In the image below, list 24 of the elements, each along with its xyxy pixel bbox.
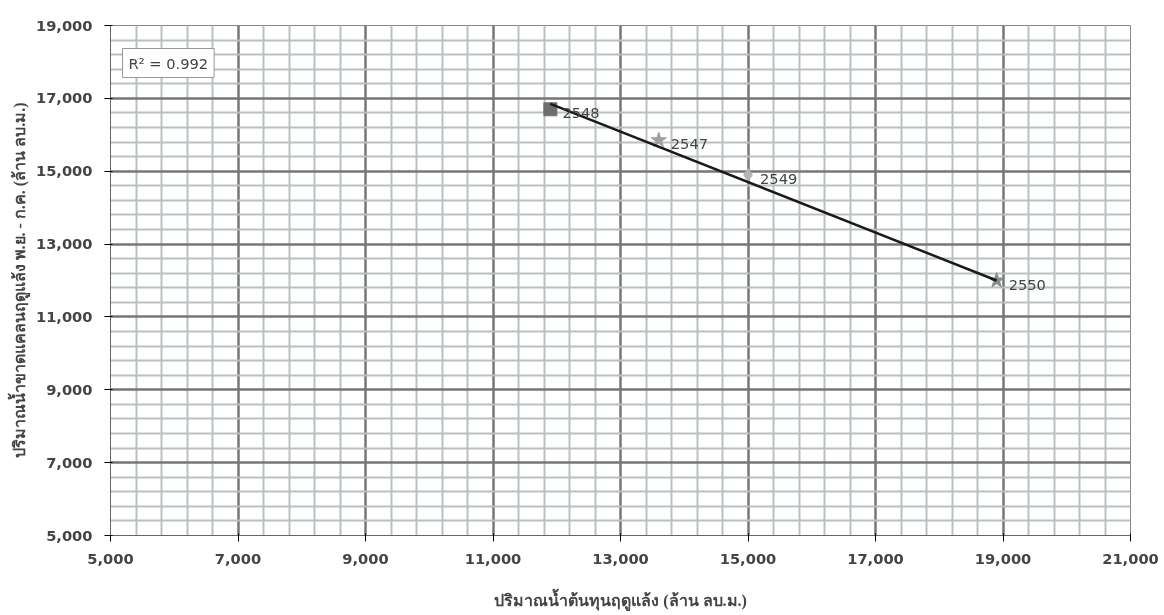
x-tick-label: 9,000 xyxy=(342,549,389,567)
y-tick-label: 19,000 xyxy=(35,16,93,34)
x-tick-label: 13,000 xyxy=(592,549,649,567)
y-tick-label: 5,000 xyxy=(46,526,93,544)
x-tick-label: 7,000 xyxy=(214,549,262,567)
y-tick-label: 17,000 xyxy=(35,89,93,107)
x-tick-label: 5,000 xyxy=(87,549,134,567)
x-axis-title: ปริมาณน้ำต้นทุนฤดูแล้ง (ล้าน ลบ.ม.) xyxy=(494,587,747,612)
series-label: 2549 xyxy=(760,169,798,187)
series-label: 2547 xyxy=(670,135,709,153)
point xyxy=(650,131,667,148)
series-label: 2550 xyxy=(1008,275,1046,293)
y-tick-label: 9,000 xyxy=(46,380,93,398)
annotation: R² = 0.992 xyxy=(128,54,209,72)
y-tick-label: 7,000 xyxy=(46,453,93,471)
x-tick-label: 21,000 xyxy=(1102,549,1159,567)
x-tick-label: 17,000 xyxy=(847,549,904,567)
y-axis-title: ปริมาณน้ำขาดแคลนฤดูแล้ง พ.ย. - ก.ค. (ล้าน ลบ.ม.) xyxy=(6,102,31,459)
x-tick-label: 11,000 xyxy=(464,549,522,567)
y-tick-label: 11,000 xyxy=(35,307,93,325)
y-tick-label: 13,000 xyxy=(35,235,93,253)
x-tick-label: 19,000 xyxy=(974,549,1032,567)
x-tick-label: 15,000 xyxy=(719,549,777,567)
y-tick-label: 15,000 xyxy=(35,162,93,180)
